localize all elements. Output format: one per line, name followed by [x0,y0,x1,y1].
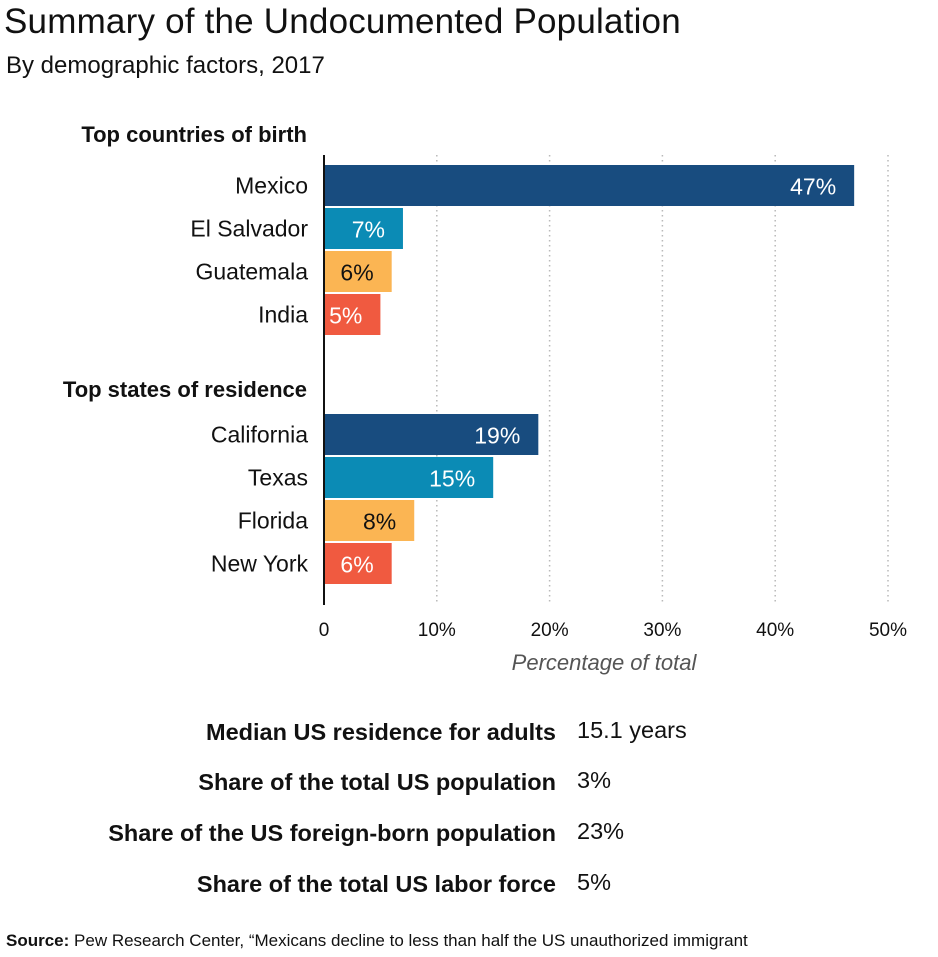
stat-value-total-population: 3% [577,767,611,793]
category-label: New York [211,551,309,577]
category-label: California [211,422,308,448]
x-tick-label: 40% [756,620,794,641]
bar [324,500,415,541]
stat-value-median-residence: 15.1 years [577,717,687,743]
data-label: 6% [340,552,373,578]
category-label: Guatemala [195,259,308,285]
bar [324,165,855,206]
x-tick-label: 0 [319,620,330,641]
category-label: El Salvador [190,216,308,242]
stat-label-labor-force: Share of the total US labor force [196,871,556,897]
stat-label-total-population: Share of the total US population [198,769,556,795]
category-label: Florida [238,508,309,534]
data-label: 15% [429,466,475,492]
data-label: 6% [340,260,373,286]
bar [324,294,381,335]
data-label: 19% [474,423,520,449]
chart-title: Summary of the Undocumented Population [4,2,681,41]
x-axis-title: Percentage of total [512,650,698,675]
x-tick-label: 50% [869,620,907,641]
bar [324,251,392,292]
bar-chart: Top countries of birth Mexico 47% El Salvad… [63,122,907,675]
data-label: 47% [790,174,836,200]
source-note: Source: Pew Research Center, “Mexicans d… [6,931,748,951]
stat-label-foreign-born: Share of the US foreign-born population [108,820,556,846]
chart-subtitle: By demographic factors, 2017 [6,52,325,79]
x-tick-label: 10% [418,620,456,641]
data-label: 5% [329,303,362,329]
group-heading: Top countries of birth [81,122,307,147]
source-text: Pew Research Center, “Mexicans decline t… [69,931,748,950]
category-label: Mexico [235,173,308,199]
stat-value-labor-force: 5% [577,869,611,895]
bar [324,208,403,249]
source-label: Source: [6,931,70,950]
stat-label-median-residence: Median US residence for adults [206,719,556,745]
bar [324,414,539,455]
category-label: India [258,302,308,328]
group-heading: Top states of residence [63,377,307,402]
x-tick-label: 20% [531,620,569,641]
data-label: 7% [352,217,385,243]
bar [324,543,392,584]
category-label: Texas [248,465,308,491]
bar [324,457,494,498]
x-tick-label: 30% [643,620,681,641]
stat-value-foreign-born: 23% [577,818,625,844]
data-label: 8% [363,509,396,535]
